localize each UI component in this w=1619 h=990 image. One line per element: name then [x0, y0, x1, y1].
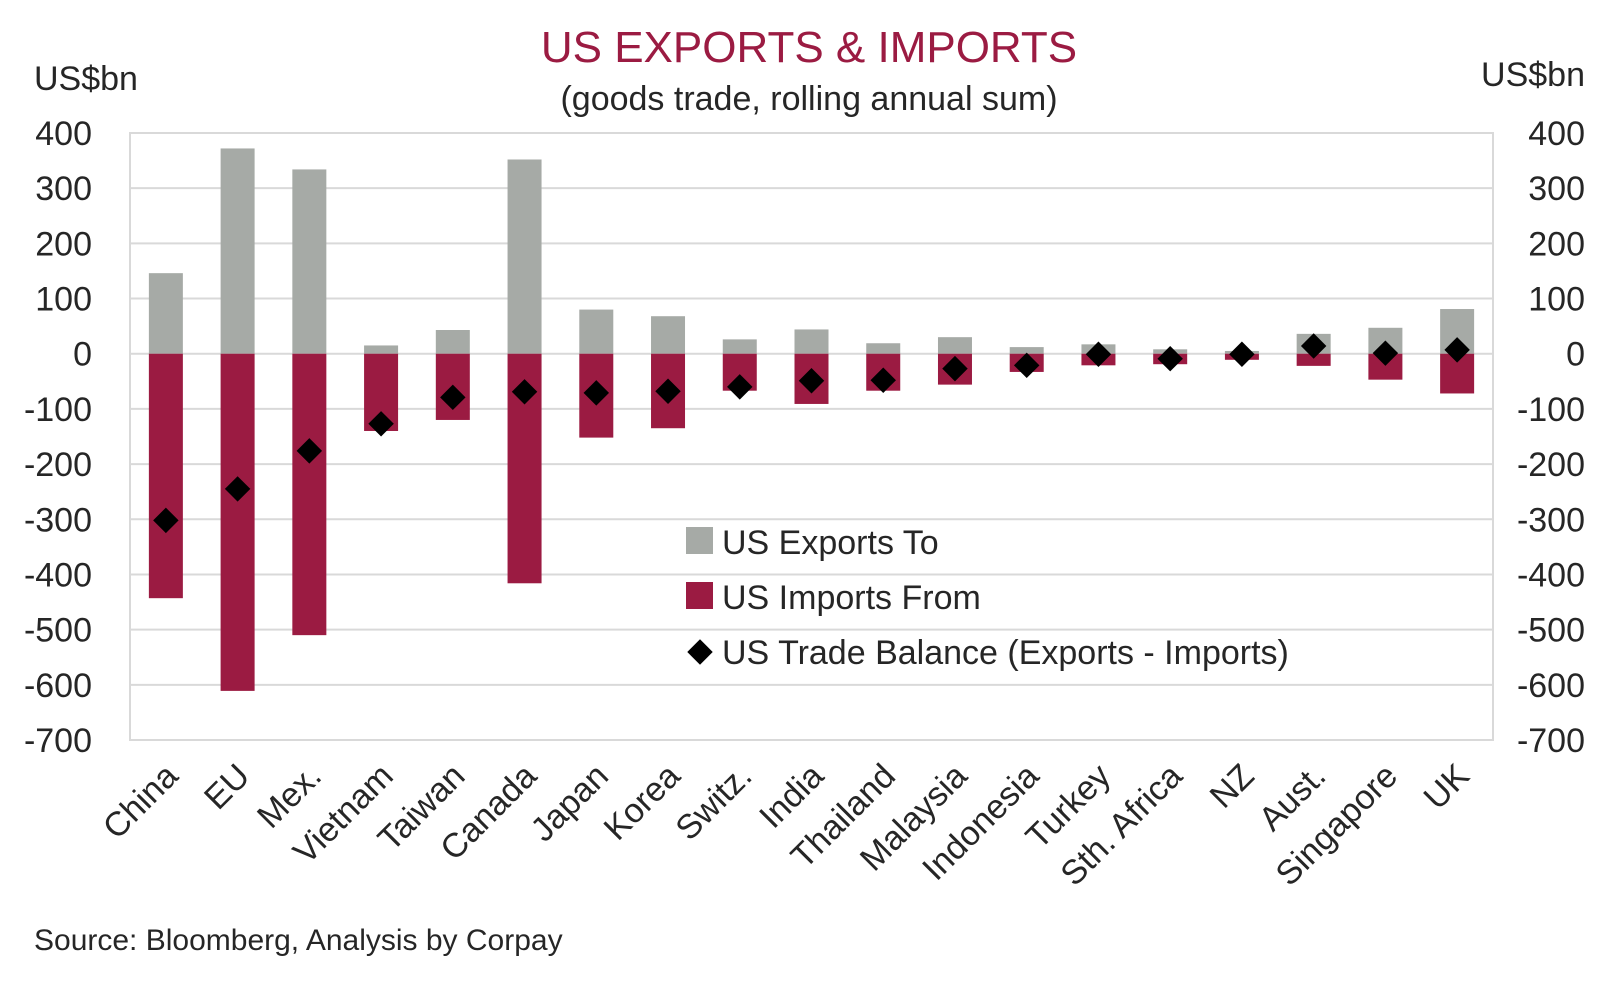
x-tick-label: EU — [197, 757, 257, 817]
y-tick-label-right: -400 — [1517, 556, 1585, 594]
bar-exports — [292, 169, 327, 354]
marker-balance — [1013, 352, 1040, 379]
bar-exports — [435, 329, 470, 354]
x-tick-label: Switz. — [668, 757, 759, 848]
y-tick-label-left: -600 — [24, 667, 92, 705]
x-axis-categories: China EUMex.VietnamTaiwanCanadaJapanKorea… — [96, 757, 1477, 894]
y-tick-label-right: 0 — [1566, 336, 1585, 374]
chart-title: US EXPORTS & IMPORTS — [541, 23, 1077, 72]
y-tick-label-right: -500 — [1517, 612, 1585, 650]
bar-exports — [651, 316, 686, 354]
x-tick-label: Japan — [524, 757, 616, 849]
y-tick-label-left: -200 — [24, 446, 92, 484]
y-tick-label-right: -600 — [1517, 667, 1585, 705]
y-tick-label-right: -700 — [1517, 722, 1585, 760]
y-tick-label-right: 200 — [1528, 225, 1585, 263]
y-tick-label-left: -100 — [24, 391, 92, 429]
y-tick-label-right: -300 — [1517, 501, 1585, 539]
y-axis-right: 400 300 200 100 0 -100 -200 -300 -400 -500 -600 -70… — [1517, 115, 1585, 760]
marker-balance — [870, 367, 896, 393]
source-note: Source: Bloomberg, Analysis by Corpay — [34, 924, 563, 957]
marker-balance — [655, 378, 681, 404]
marker-balance — [942, 355, 968, 382]
bar-exports — [364, 345, 399, 354]
y-tick-label-right: -200 — [1517, 446, 1585, 484]
bar-imports — [1296, 353, 1331, 366]
y-tick-label-right: 400 — [1528, 115, 1585, 153]
y-tick-label-right: -100 — [1517, 391, 1585, 429]
marker-balance — [368, 411, 394, 437]
bar-imports — [292, 353, 327, 636]
bar-exports — [507, 159, 542, 354]
y-tick-label-left: -500 — [24, 612, 92, 650]
y-axis-unit-left: US$bn — [34, 60, 138, 98]
x-tick-label: NZ — [1203, 757, 1262, 816]
marker-balance — [583, 380, 610, 406]
y-axis-unit-right: US$bn — [1481, 56, 1585, 94]
bar-exports — [1009, 347, 1044, 354]
legend-label-exports: US Exports To — [722, 524, 939, 562]
marker-balance — [798, 368, 825, 394]
y-tick-label-left: 300 — [35, 170, 92, 208]
bar-exports — [794, 329, 829, 354]
y-tick-label-left: 100 — [35, 281, 92, 319]
x-tick-label: UK — [1417, 757, 1477, 817]
y-tick-label-right: 300 — [1528, 170, 1585, 208]
bar-imports — [220, 353, 255, 691]
x-tick-label: Korea — [597, 757, 688, 848]
bar-exports — [579, 309, 614, 354]
legend-swatch-exports — [686, 527, 713, 554]
legend-marker-balance — [687, 639, 713, 665]
marker-balance — [296, 438, 323, 464]
y-tick-label-left: -700 — [24, 722, 92, 760]
y-tick-label-right: 100 — [1528, 281, 1585, 319]
bar-exports — [220, 148, 255, 354]
y-axis-left: 400 300 200 100 0 -100 -200 -300 -400 -500 -600 -70… — [24, 115, 92, 760]
bar-exports — [937, 337, 972, 354]
y-tick-label-left: -400 — [24, 556, 92, 594]
marker-balance — [224, 476, 251, 502]
legend: US Exports To US Imports From US Trade B… — [686, 524, 1289, 672]
bar-exports — [148, 273, 183, 354]
y-tick-label-left: 200 — [35, 225, 92, 263]
legend-label-balance: US Trade Balance (Exports - Imports) — [722, 634, 1289, 672]
chart-subtitle: (goods trade, rolling annual sum) — [560, 80, 1057, 118]
y-tick-label-left: 400 — [35, 115, 92, 153]
legend-swatch-imports — [686, 582, 713, 609]
plot-frame — [129, 132, 1494, 741]
bar-exports — [722, 339, 757, 354]
bar-imports — [148, 353, 183, 599]
y-tick-label-left: 0 — [73, 336, 92, 374]
marker-balance — [727, 374, 753, 400]
bar-exports — [866, 343, 901, 354]
marker-balance — [440, 384, 466, 411]
legend-label-imports: US Imports From — [722, 579, 981, 617]
x-tick-label: China — [96, 757, 186, 847]
marker-balance — [1229, 341, 1255, 368]
y-tick-label-left: -300 — [24, 501, 92, 539]
marker-balance — [511, 379, 538, 405]
